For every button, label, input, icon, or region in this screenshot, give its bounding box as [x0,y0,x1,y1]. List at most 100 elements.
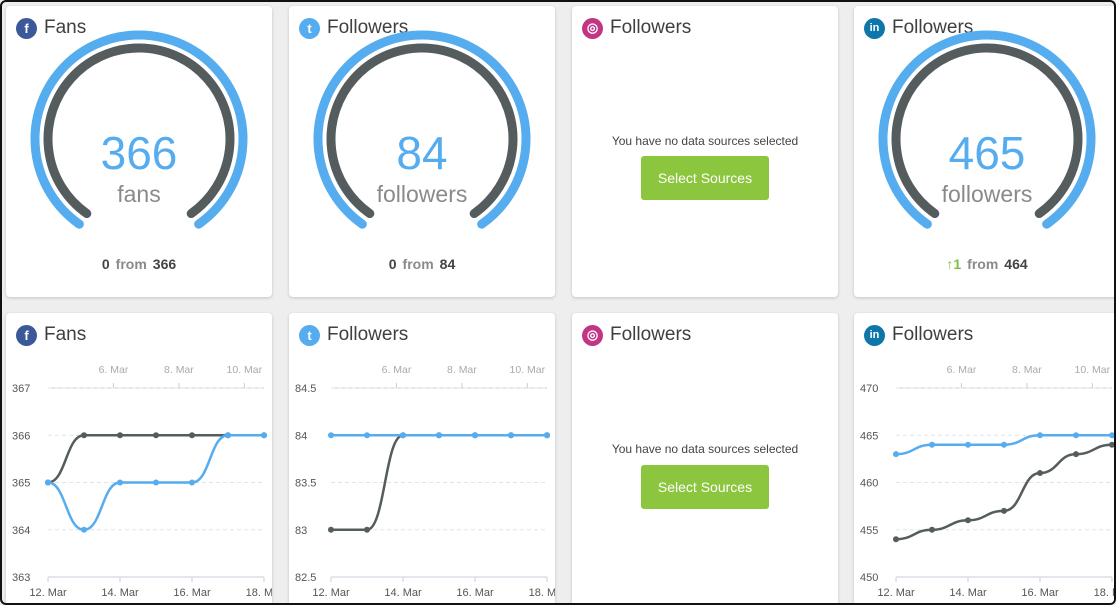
data-point[interactable] [1109,441,1115,448]
navigator-tick-label: 10. Mar [227,364,263,376]
data-point[interactable] [153,479,159,486]
card-header: ◎ Followers [582,15,691,41]
metric-card-facebook: f Fans 366 fans 0 from 366 [6,6,272,297]
y-tick-label: 450 [860,572,878,584]
select-sources-button[interactable]: Select Sources [641,156,769,200]
y-tick-label: 84.5 [295,383,316,395]
line-chart: 6. Mar 8. Mar 10. Mar 363 364 365 366 367 12. Ma… [12,364,272,599]
data-point[interactable] [472,432,478,439]
data-point[interactable] [1001,507,1007,514]
data-point[interactable] [328,432,334,439]
navigator-tick-label: 8. Mar [1012,364,1042,376]
data-point[interactable] [328,526,334,533]
card-title: Fans [44,324,87,345]
data-point[interactable] [153,432,159,439]
data-point[interactable] [364,432,370,439]
metric-card-linkedin: in Followers 465 followers ↑1 from 464 [854,6,1114,297]
navigator-tick-label: 8. Mar [164,364,194,376]
metric-change: 0 from 366 [6,256,272,272]
data-point[interactable] [189,432,195,439]
x-tick-label: 18. M... [529,587,555,599]
y-tick-label: 83 [295,525,307,537]
twitter-icon: t [299,324,320,346]
navigator-tick-label: 10. Mar [510,364,546,376]
x-tick-label: 14. Mar [384,587,422,599]
y-tick-label: 366 [12,430,30,442]
card-title: Fans [44,17,87,38]
previous-value: 464 [1004,256,1028,272]
metric-unit: fans [117,181,161,207]
data-point[interactable] [81,432,87,439]
data-point[interactable] [45,479,51,486]
series-line [47,434,264,484]
gauge-outer-arc [313,30,531,229]
data-point[interactable] [261,432,267,439]
card-title: Followers [327,17,409,38]
x-tick-label: 14. Mar [949,587,987,599]
data-point[interactable] [893,536,899,543]
card-header: t Followers [299,15,408,41]
no-data-message: You have no data sources selected [611,134,799,148]
navigator-tick-label: 10. Mar [1075,364,1111,376]
y-tick-label: 363 [12,572,30,584]
data-point[interactable] [400,432,406,439]
change-value: 0 [101,256,110,272]
data-point[interactable] [965,441,971,448]
data-point[interactable] [893,451,899,458]
twitter-icon: t [299,17,320,39]
y-tick-label: 367 [12,383,30,395]
change-value: 0 [388,256,397,272]
x-tick-label: 16. Mar [456,587,494,599]
data-point[interactable] [1073,451,1079,458]
change-value: ↑1 [946,256,962,272]
metric-unit: followers [376,181,468,207]
x-tick-label: 18. M... [1094,587,1116,599]
data-point[interactable] [189,479,195,486]
linkedin-icon: in [864,17,885,39]
x-tick-label: 16. Mar [1021,587,1059,599]
gauge-outer-arc [878,30,1096,229]
metric-value: 465 [948,127,1026,179]
data-point[interactable] [225,432,231,439]
instagram-icon: ◎ [582,17,603,39]
card-title: Followers [610,324,692,345]
data-point[interactable] [929,526,935,533]
y-tick-label: 82.5 [295,572,316,584]
data-point[interactable] [1001,441,1007,448]
from-label: from [967,256,999,272]
y-tick-label: 465 [860,430,878,442]
card-header: t Followers [299,322,408,348]
data-point[interactable] [436,432,442,439]
data-point[interactable] [965,517,971,524]
data-point[interactable] [544,432,550,439]
select-sources-button[interactable]: Select Sources [641,465,769,509]
gauge-outer-arc [30,30,248,229]
navigator-tick-label: 8. Mar [447,364,477,376]
data-point[interactable] [117,432,123,439]
data-point[interactable] [929,441,935,448]
x-tick-label: 12. Mar [312,587,350,599]
y-tick-label: 470 [860,383,878,395]
metric-change: ↑1 from 464 [854,256,1114,272]
no-data-message: You have no data sources selected [611,442,799,456]
data-point[interactable] [1109,432,1115,439]
previous-value: 84 [439,256,456,272]
navigator-tick-label: 6. Mar [382,364,412,376]
card-header: ◎ Followers [582,322,691,348]
data-point[interactable] [1073,432,1079,439]
data-point[interactable] [117,479,123,486]
card-title: Followers [327,324,409,345]
y-tick-label: 83.5 [295,478,316,490]
card-header: f Fans [16,322,86,348]
x-tick-label: 16. Mar [173,587,211,599]
data-point[interactable] [1037,432,1043,439]
card-header: f Fans [16,15,86,41]
line-chart: 6. Mar 8. Mar 10. Mar 82.5 83 83.5 84 84.5 12. M… [295,364,555,599]
data-point[interactable] [364,526,370,533]
data-point[interactable] [81,526,87,533]
data-point[interactable] [1037,470,1043,477]
metric-card-instagram: ◎ Followers You have no data sources selec… [572,6,838,297]
metric-value: 84 [396,127,448,179]
previous-value: 366 [152,256,177,272]
data-point[interactable] [508,432,514,439]
